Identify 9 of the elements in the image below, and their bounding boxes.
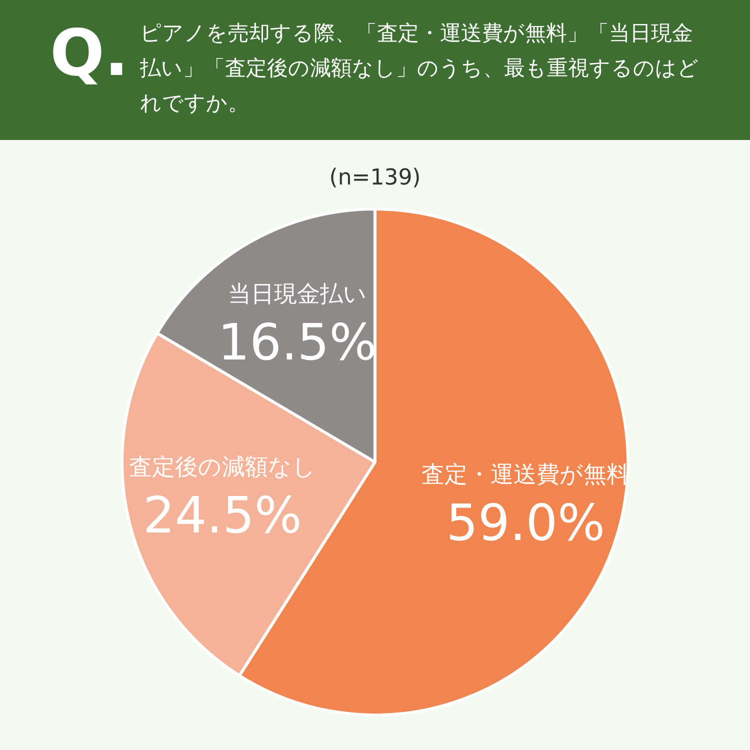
chart-subtitle: (n=139) <box>329 166 421 190</box>
chart-title: ピアノを売却する際、「査定・運送費が無料」「当日現金払い」「査定後の減額なし」のうち、最も重視するのはどれですか。 <box>140 20 700 117</box>
slice-label: 当日現金払い <box>228 282 367 308</box>
slice-label: 査定・運送費が無料 <box>422 462 630 488</box>
data-label: 59.0% <box>446 494 606 552</box>
data-label: 24.5% <box>143 486 302 545</box>
data-label: 16.5% <box>218 314 377 372</box>
slice-label: 査定後の減額なし <box>128 454 316 481</box>
text: Q. <box>50 17 129 91</box>
